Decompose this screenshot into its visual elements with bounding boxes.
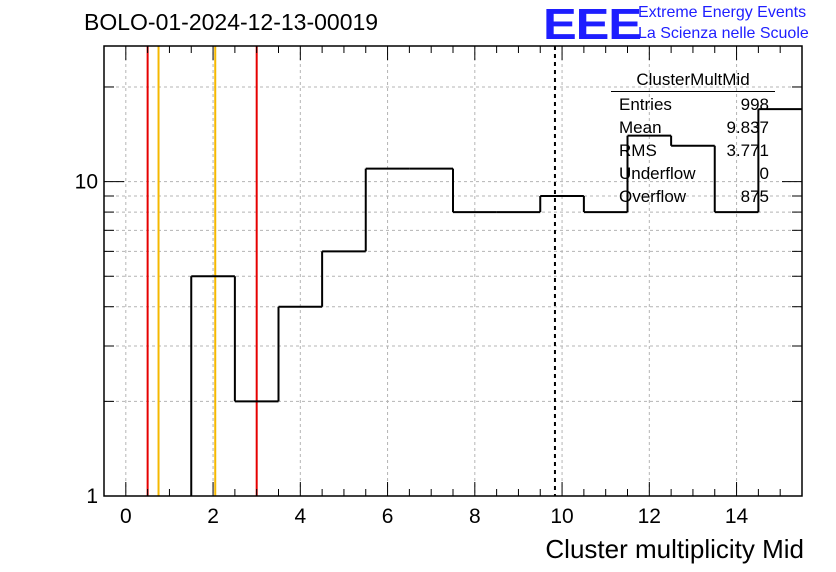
stats-key: Entries xyxy=(619,95,672,114)
x-axis-label: Cluster multiplicity Mid xyxy=(545,534,804,564)
stats-key: Mean xyxy=(619,118,662,137)
stats-value: 3.771 xyxy=(726,141,769,160)
stats-row: Mean 9.837 xyxy=(611,116,775,139)
x-tick-label: 4 xyxy=(294,505,306,528)
stats-row: Overflow 875 xyxy=(611,185,775,208)
stats-value: 9.837 xyxy=(726,118,769,137)
stats-key: Overflow xyxy=(619,187,687,206)
stats-row: RMS 3.771 xyxy=(611,139,775,162)
y-tick-label: 1 xyxy=(86,485,98,508)
stats-key: Underflow xyxy=(619,164,696,183)
y-tick-label: 10 xyxy=(75,171,98,194)
stats-value: 998 xyxy=(740,95,769,114)
x-tick-label: 0 xyxy=(120,505,132,528)
stats-row: Underflow 0 xyxy=(611,162,775,185)
x-tick-label: 8 xyxy=(469,505,481,528)
chart-title: BOLO-01-2024-12-13-00019 xyxy=(84,9,379,35)
x-tick-label: 12 xyxy=(638,505,661,528)
x-tick-label: 6 xyxy=(382,505,394,528)
x-tick-label: 10 xyxy=(550,505,573,528)
x-tick-label: 2 xyxy=(207,505,219,528)
logo-line-2: La Scienza nelle Scuole xyxy=(638,25,809,42)
stats-box: ClusterMultMid Entries 998 Mean 9.837 RMS 3… xyxy=(611,70,775,208)
stats-value: 875 xyxy=(740,187,769,206)
stats-row: Entries 998 xyxy=(611,93,775,116)
stats-box-title: ClusterMultMid xyxy=(611,70,775,92)
stats-key: RMS xyxy=(619,141,657,160)
logo-line-1: Extreme Energy Events xyxy=(638,4,807,21)
eee-logo: EEE xyxy=(543,0,642,49)
stats-value: 0 xyxy=(759,164,769,183)
x-tick-label: 14 xyxy=(725,505,749,528)
